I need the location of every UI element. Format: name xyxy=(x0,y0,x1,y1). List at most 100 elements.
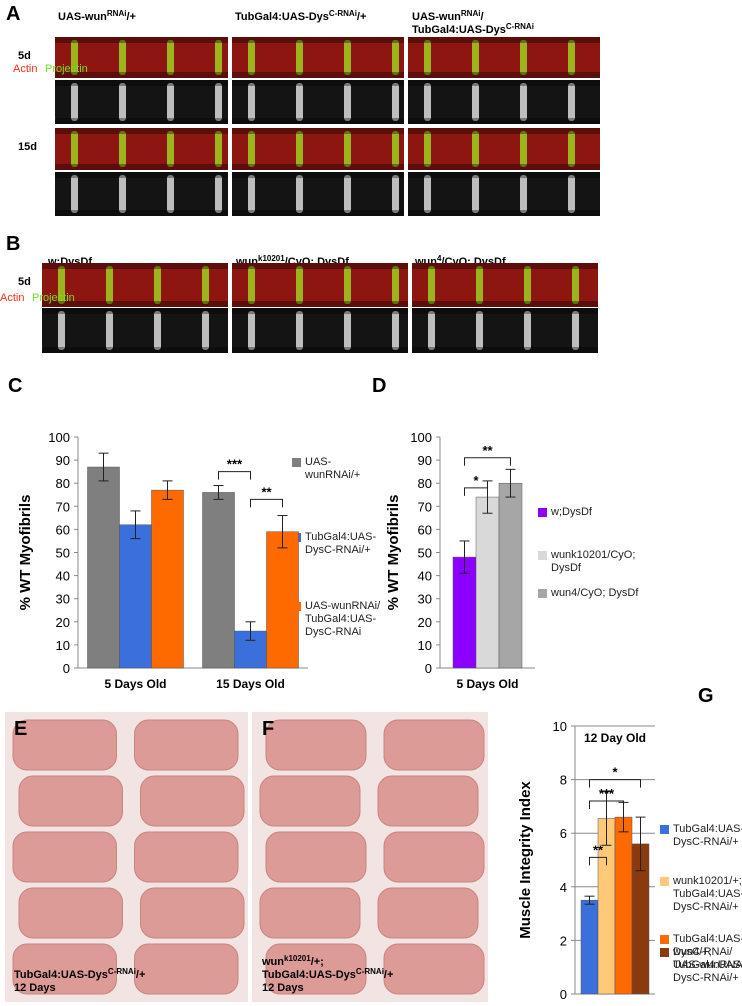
legend-label: wun4/+; TubGal4:UAS-DysC-RNAi/+ xyxy=(673,946,742,984)
histology-caption: wunk10201/+; xyxy=(261,954,324,969)
micrograph-shade xyxy=(55,72,228,78)
histology-caption-part: TubGal4:UAS-Dys xyxy=(14,969,108,981)
column-header-part: C-RNAi xyxy=(506,22,534,31)
micrograph-shade xyxy=(408,164,600,170)
legend-swatch xyxy=(660,825,669,834)
histology-caption-part: /+ xyxy=(136,969,145,981)
micrograph-shade xyxy=(42,263,228,269)
y-tick-label: 70 xyxy=(418,499,432,514)
overlay-label: Projectin xyxy=(13,111,56,123)
overlay-label: Projectin xyxy=(45,63,88,75)
y-tick-label: 100 xyxy=(410,430,432,445)
legend-label: UAS-wunRNAi/+ xyxy=(305,456,361,481)
micrograph-shade xyxy=(408,118,600,124)
column-header-part: 4 xyxy=(437,254,442,263)
micrograph-shade xyxy=(42,347,228,353)
myofibril-band xyxy=(296,266,303,304)
myofibril-band xyxy=(202,311,209,350)
myofibril-band xyxy=(344,175,351,213)
myofibril-band xyxy=(296,40,303,75)
micrograph-shade xyxy=(408,128,600,134)
y-tick-label: 40 xyxy=(56,569,70,584)
legend-label: wun4/CyO; DysDf xyxy=(551,587,639,599)
y-tick-label: 80 xyxy=(418,476,432,491)
histology-caption-part: wun xyxy=(261,956,284,968)
micrograph-shade xyxy=(408,37,600,43)
micrograph-shade xyxy=(232,80,404,86)
myofibril-band xyxy=(167,175,174,213)
muscle-fiber xyxy=(383,943,485,995)
micrograph xyxy=(232,37,404,78)
muscle-fiber xyxy=(12,831,117,883)
column-header-part: TubGal4:UAS-Dys xyxy=(412,24,506,36)
micrograph-shade xyxy=(232,263,408,269)
myofibril-band xyxy=(71,40,78,75)
legend-swatch xyxy=(660,877,669,886)
myofibril-band xyxy=(296,311,303,350)
bar xyxy=(87,466,120,669)
y-tick-label: 0 xyxy=(425,661,432,676)
histology-caption: TubGal4:UAS-DysC-RNAi/+ xyxy=(262,967,393,982)
myofibril-band xyxy=(215,83,222,121)
myofibril-band xyxy=(424,175,431,213)
myofibril-band xyxy=(392,83,399,121)
overlay-label: Projectin xyxy=(0,340,43,352)
micrograph-shade xyxy=(232,128,404,134)
bar xyxy=(202,492,235,669)
myofibril-band xyxy=(248,40,255,75)
histology-caption-part: C-RNAi xyxy=(108,967,136,976)
column-header: UAS-wunRNAi/ xyxy=(412,9,484,24)
myofibril-band xyxy=(424,131,431,167)
x-tick-label: 15 Days Old xyxy=(216,677,285,691)
significance-label: ** xyxy=(261,484,272,499)
column-header: TubGal4:UAS-DysC-RNAi/+ xyxy=(235,9,366,24)
myofibril-band xyxy=(248,175,255,213)
myofibril-band xyxy=(428,311,435,350)
muscle-fiber xyxy=(265,943,367,995)
myofibril-band xyxy=(572,311,579,350)
myofibril-band xyxy=(472,131,479,167)
legend-swatch xyxy=(292,458,301,467)
panel-letter: G xyxy=(698,685,714,707)
myofibril-band xyxy=(167,83,174,121)
column-header-part: TubGal4:UAS-Dys xyxy=(235,11,329,23)
micrograph-shade xyxy=(412,347,598,353)
y-tick-label: 90 xyxy=(418,453,432,468)
y-tick-label: 0 xyxy=(63,661,70,676)
overlay-label: Projectin xyxy=(32,292,75,304)
myofibril-band xyxy=(424,83,431,121)
y-tick-label: 4 xyxy=(560,880,567,895)
histology-caption-part: C-RNAi xyxy=(356,967,384,976)
legend-entry: wun4/+; TubGal4:UAS-DysC-RNAi/+ xyxy=(673,946,742,984)
histology-caption-part: 12 Days xyxy=(262,982,304,994)
y-tick-label: 50 xyxy=(418,546,432,561)
y-tick-label: 80 xyxy=(56,476,70,491)
myofibril-band xyxy=(428,266,435,304)
myofibril-band xyxy=(472,175,479,213)
micrograph-shade xyxy=(232,172,404,178)
micrograph-shade xyxy=(408,72,600,78)
panel-letter: A xyxy=(6,3,20,25)
legend-swatch xyxy=(660,948,669,957)
y-tick-label: 100 xyxy=(48,430,70,445)
muscle-fiber xyxy=(140,887,245,939)
micrograph xyxy=(412,263,598,307)
y-tick-label: 50 xyxy=(56,546,70,561)
significance-bracket xyxy=(589,779,641,788)
bar xyxy=(119,524,152,669)
myofibril-band xyxy=(344,83,351,121)
column-header-part: / xyxy=(480,11,483,23)
myofibril-band xyxy=(119,83,126,121)
micrograph-shade xyxy=(232,164,404,170)
muscle-fiber xyxy=(259,775,361,827)
muscle-fiber xyxy=(134,943,239,995)
micrograph xyxy=(232,263,408,307)
panel-letter: B xyxy=(6,233,20,255)
myofibril-band xyxy=(392,131,399,167)
significance-bracket xyxy=(218,471,251,480)
bar xyxy=(498,482,523,669)
myofibril-band xyxy=(524,311,531,350)
micrograph-shade xyxy=(232,308,408,314)
y-tick-label: 90 xyxy=(56,453,70,468)
myofibril-band xyxy=(568,131,575,167)
